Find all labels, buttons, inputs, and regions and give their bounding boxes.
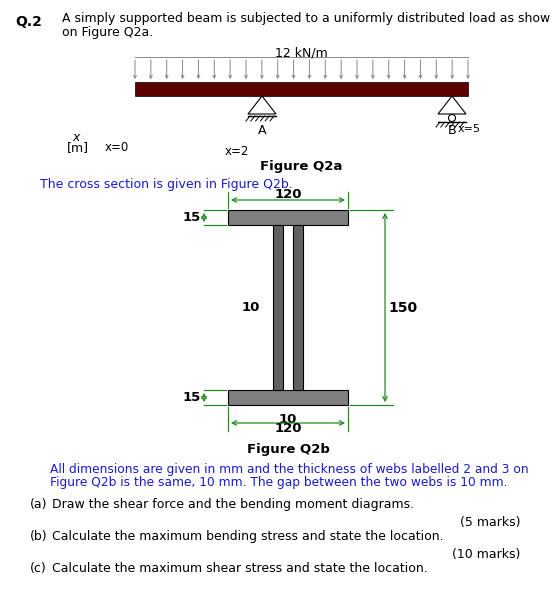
Polygon shape (248, 96, 276, 114)
Polygon shape (438, 96, 466, 114)
Text: Calculate the maximum bending stress and state the location.: Calculate the maximum bending stress and… (52, 530, 444, 543)
Text: Figure Q2b is the same, 10 mm. The gap between the two webs is 10 mm.: Figure Q2b is the same, 10 mm. The gap b… (50, 476, 507, 489)
Text: x=0: x=0 (105, 141, 129, 154)
Text: 150: 150 (388, 301, 417, 314)
Text: A: A (258, 124, 266, 137)
Bar (293, 225, 303, 390)
Text: The cross section is given in Figure Q2b.: The cross section is given in Figure Q2b… (40, 178, 293, 191)
Bar (228, 210, 348, 225)
Text: B: B (447, 124, 456, 137)
Text: 10: 10 (279, 413, 297, 426)
Text: 120: 120 (274, 422, 302, 435)
Text: [m]: [m] (67, 141, 89, 154)
Text: Q.2: Q.2 (15, 15, 42, 29)
Text: Figure Q2b: Figure Q2b (246, 443, 329, 456)
Text: Figure Q2a: Figure Q2a (260, 160, 343, 173)
Text: (c): (c) (30, 562, 47, 575)
Bar (135, 82, 468, 96)
Text: (5 marks): (5 marks) (460, 516, 520, 529)
Text: on Figure Q2a.: on Figure Q2a. (62, 26, 153, 39)
Text: 10: 10 (242, 301, 260, 314)
Text: 15: 15 (183, 391, 201, 404)
Circle shape (449, 114, 456, 122)
Text: 120: 120 (274, 188, 302, 201)
Text: x=2: x=2 (225, 145, 249, 158)
Text: 15: 15 (183, 211, 201, 224)
Bar (273, 225, 283, 390)
Text: All dimensions are given in mm and the thickness of webs labelled 2 and 3 on: All dimensions are given in mm and the t… (50, 463, 528, 476)
Text: A simply supported beam is subjected to a uniformly distributed load as shown: A simply supported beam is subjected to … (62, 12, 551, 25)
Text: Draw the shear force and the bending moment diagrams.: Draw the shear force and the bending mom… (52, 498, 414, 511)
Text: (b): (b) (30, 530, 47, 543)
Text: (a): (a) (30, 498, 47, 511)
Text: x: x (72, 131, 79, 144)
Text: 12 kN/m: 12 kN/m (275, 47, 328, 60)
Text: x=5: x=5 (458, 124, 481, 134)
Text: (10 marks): (10 marks) (452, 548, 520, 561)
Bar (228, 390, 348, 405)
Text: Calculate the maximum shear stress and state the location.: Calculate the maximum shear stress and s… (52, 562, 428, 575)
